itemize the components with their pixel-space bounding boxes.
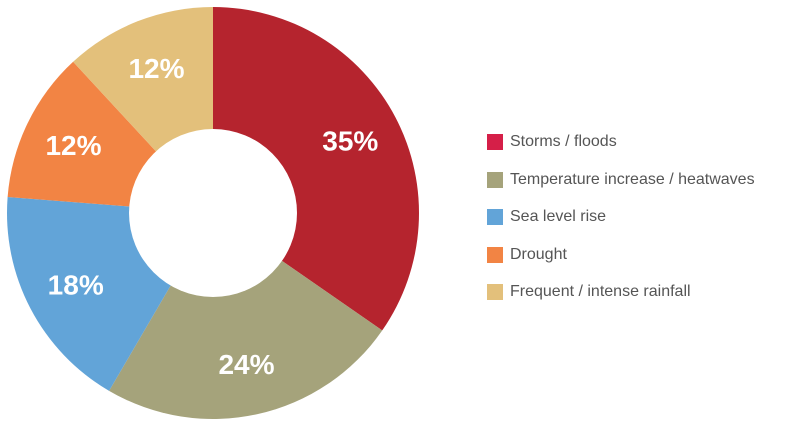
legend-swatch xyxy=(487,209,503,225)
legend-item-frequent-intense-rainfall: Frequent / intense rainfall xyxy=(487,281,755,303)
legend-item-drought: Drought xyxy=(487,244,755,266)
slice-value-label-drought: 12% xyxy=(45,130,101,161)
slice-value-label-temperature-increase-heatwaves: 24% xyxy=(218,349,274,380)
legend-item-sea-level-rise: Sea level rise xyxy=(487,206,755,228)
slice-storms-floods xyxy=(213,7,419,331)
slice-temperature-increase-heatwaves xyxy=(109,213,383,419)
legend-item-temperature-increase-heatwaves: Temperature increase / heatwaves xyxy=(487,169,755,191)
slice-value-label-sea-level-rise: 18% xyxy=(48,269,104,300)
legend-swatch xyxy=(487,246,503,263)
slice-labels: 35% 24% 18% 12% 12% xyxy=(45,53,378,380)
legend-label: Drought xyxy=(510,245,567,263)
legend-swatch xyxy=(487,134,503,150)
legend-label: Sea level rise xyxy=(510,208,607,225)
legend-label: Storms / floods xyxy=(510,133,617,150)
legend-label: Temperature increase / heatwaves xyxy=(510,170,755,188)
donut-hole xyxy=(129,129,297,297)
legend-item-storms-floods: Storms / floods xyxy=(487,131,755,153)
legend-swatch xyxy=(487,284,503,300)
slice-value-label-storms-floods: 35% xyxy=(322,126,378,157)
slice-value-label-frequent-intense-rainfall: 12% xyxy=(128,53,184,84)
legend-label: Frequent / intense rainfall xyxy=(510,283,691,300)
chart-legend: Storms / floods Temperature increase / he… xyxy=(487,131,755,319)
legend-swatch xyxy=(487,171,503,188)
